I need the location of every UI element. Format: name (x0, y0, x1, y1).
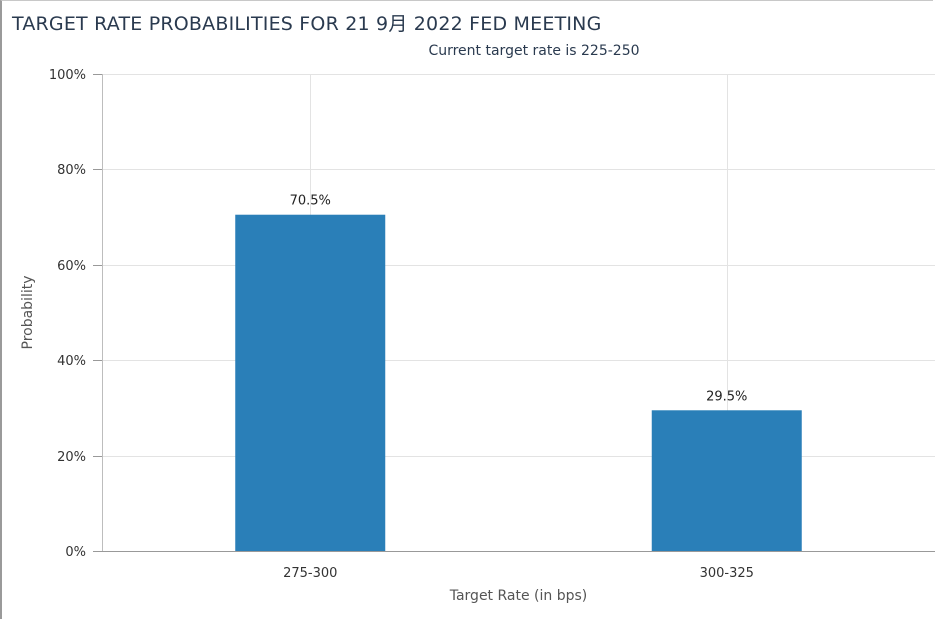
x-axis-title: Target Rate (in bps) (449, 588, 588, 604)
grid-lines (102, 74, 935, 551)
y-tick-label: 80% (57, 163, 86, 178)
y-tick-label: 20% (57, 450, 86, 465)
x-tick-label: 300-325 (700, 566, 754, 581)
chart-subtitle: Current target rate is 225-250 (428, 43, 640, 59)
bar-300-325[interactable] (651, 410, 802, 551)
y-tick-label: 40% (57, 354, 86, 369)
chart-title: TARGET RATE PROBABILITIES FOR 21 9月 2022… (12, 13, 602, 35)
x-tick-label: 275-300 (283, 566, 337, 581)
data-label-275-300: 70.5% (290, 194, 331, 209)
data-label-300-325: 29.5% (706, 389, 747, 404)
axes: 0% 20% 40% 60% 80% 100% 275-300 300-325 (49, 68, 935, 581)
data-labels: 70.5% 29.5% (290, 194, 748, 405)
bar-275-300[interactable] (235, 214, 386, 551)
y-axis-title: Probability (20, 275, 36, 349)
y-tick-label: 0% (65, 545, 86, 560)
bars (235, 214, 802, 551)
y-tick-label: 60% (57, 259, 86, 274)
y-tick-label: 100% (49, 68, 86, 83)
